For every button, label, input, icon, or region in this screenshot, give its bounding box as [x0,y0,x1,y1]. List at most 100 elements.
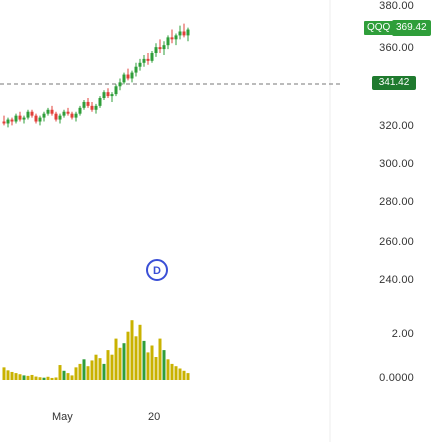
volume-bar [126,331,130,380]
volume-bar [114,338,118,380]
candle-body [146,58,150,61]
volume-bar [110,354,114,380]
candle-body [18,115,22,120]
current-price-badge: 341.42 [372,76,416,90]
candle-body [158,47,162,50]
candle-body [2,121,6,124]
candle-body [154,47,158,54]
volume-bar [178,368,182,380]
volume-bar [34,376,38,380]
volume-bar [186,373,190,380]
volume-bar [18,374,22,380]
volume-bar [30,374,34,380]
volume-bar [42,377,46,380]
candle-body [74,113,78,118]
tradingview-logo-icon[interactable]: D [145,258,169,282]
volume-layer [2,320,190,380]
candle-body [82,101,86,108]
candle-body [166,37,170,46]
candle-body [26,111,30,118]
time-label-may: May [52,411,73,423]
candle-body [70,113,74,118]
volume-bar [146,352,150,380]
candle-body [106,92,110,97]
volume-bar [122,343,126,380]
volume-bar [90,360,94,380]
volume-bar [74,367,78,380]
candle-body [94,105,98,110]
candle-body [78,107,82,114]
volume-bar [134,336,138,380]
candle-body [30,111,34,116]
volume-bar [94,354,98,380]
candle-body [174,35,178,40]
candle-body [186,29,190,36]
volume-bar [50,377,54,380]
candle-body [86,101,90,106]
volume-bar [158,338,162,380]
volume-bar [10,371,14,380]
volume-bar [82,359,86,380]
candle-body [50,109,54,114]
candle-body [62,111,66,116]
volume-bar [170,363,174,380]
volume-bar [102,363,106,380]
candle-body [126,74,130,79]
volume-bar [26,375,30,380]
previous-close-badge: 369.42 [392,20,431,36]
candle-body [150,53,154,61]
volume-bar [14,373,18,380]
volume-bar [154,357,158,380]
candle-body [34,115,38,122]
svg-text:D: D [153,265,161,277]
price-tick-320: 320.00 [379,120,414,132]
time-label-20: 20 [148,411,161,423]
price-tick-300: 300.00 [379,158,414,170]
candle-body [6,119,10,124]
candle-body [90,105,94,110]
volume-bar [70,375,74,380]
candle-body [170,37,174,40]
candle-body [130,72,134,79]
volume-bar [6,370,10,380]
volume-bar [38,377,42,380]
candle-body [182,31,186,36]
candle-body [42,113,46,118]
volume-bar [150,345,154,380]
candle-body [58,115,62,120]
volume-bar [46,376,50,380]
volume-bar [22,375,26,380]
candle-body [122,74,126,83]
volume-tick-0: 0.0000 [379,372,414,384]
volume-bar [118,347,122,380]
candle-body [46,109,50,114]
candle-body [10,119,14,122]
candle-body [66,111,70,114]
volume-bar [174,366,178,380]
candle-body [54,113,58,120]
candle-body [138,62,142,67]
volume-bar [142,340,146,380]
price-tick-360: 360.00 [379,42,414,54]
price-tick-240: 240.00 [379,274,414,286]
volume-bar [138,324,142,380]
price-tick-280: 280.00 [379,196,414,208]
candle-body [22,117,26,120]
symbol-badge: QQQ [363,20,395,36]
volume-bar [66,373,70,380]
candle-body [134,66,138,73]
volume-bar [162,350,166,380]
volume-bar [78,363,82,380]
volume-bar [54,377,58,380]
volume-tick-2: 2.00 [391,328,414,340]
candle-body [38,117,42,122]
candle-body [142,58,146,63]
candles-layer [2,23,190,128]
volume-bar [58,365,62,380]
candle-body [114,86,118,95]
volume-bar [62,370,66,380]
volume-bar [130,320,134,380]
price-tick-260: 260.00 [379,236,414,248]
